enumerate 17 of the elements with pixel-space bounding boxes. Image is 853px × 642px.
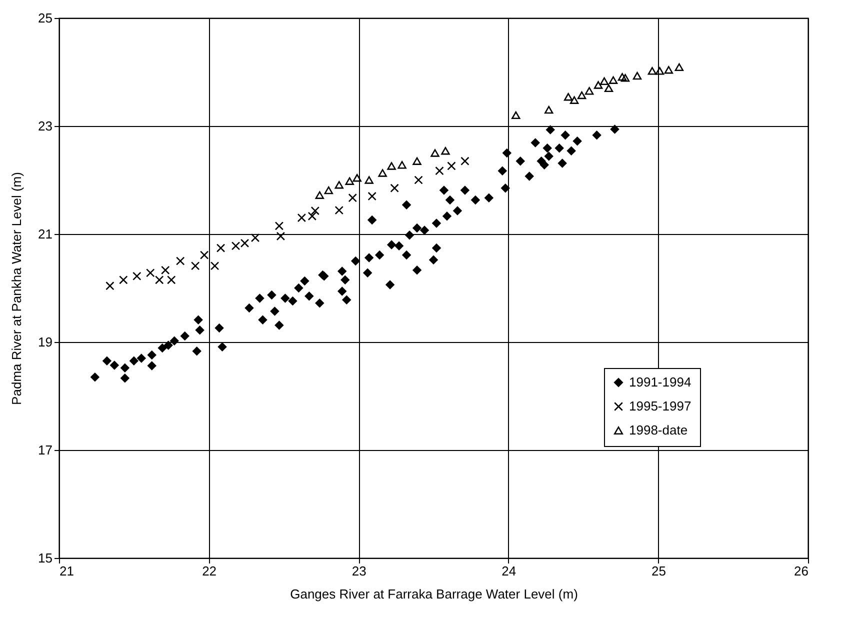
legend-label: 1995-1997 — [629, 398, 692, 414]
y-tick-label: 15 — [38, 550, 52, 566]
y-tick-label: 21 — [38, 226, 52, 242]
y-tick-label: 25 — [38, 10, 52, 26]
y-tick-label: 17 — [38, 442, 52, 458]
legend-label: 1991-1994 — [629, 374, 692, 390]
x-tick-label: 26 — [794, 564, 808, 578]
legend-label: 1998-date — [629, 422, 688, 438]
x-tick-label: 23 — [352, 564, 366, 578]
y-tick-label: 23 — [38, 118, 52, 134]
y-tick-label: 19 — [38, 334, 52, 350]
x-tick-label: 25 — [651, 564, 666, 578]
y-axis-title: Padma River at Pankha Water Level (m) — [9, 172, 24, 405]
x-tick-label: 21 — [60, 564, 74, 578]
x-tick-label: 24 — [502, 564, 516, 578]
x-axis-title: Ganges River at Farraka Barrage Water Level (m) — [290, 586, 578, 602]
x-tick-label: 22 — [202, 564, 217, 578]
